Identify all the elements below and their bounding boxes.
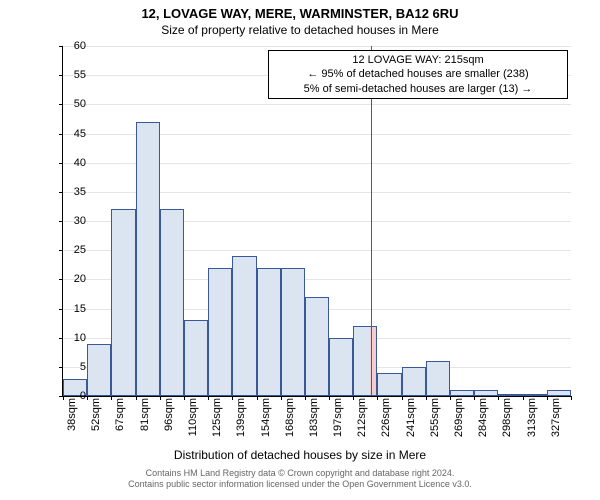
histogram-bar — [523, 394, 547, 396]
xtick-label: 139sqm — [235, 398, 247, 448]
histogram-bar — [402, 367, 426, 396]
xtick-mark — [184, 396, 185, 400]
xtick-mark — [208, 396, 209, 400]
xtick-mark — [160, 396, 161, 400]
footer: Contains HM Land Registry data © Crown c… — [0, 468, 600, 490]
ytick-label: 45 — [46, 128, 86, 140]
xtick-label: 269sqm — [453, 398, 465, 448]
ytick-label: 35 — [46, 186, 86, 198]
ytick-label: 5 — [46, 361, 86, 373]
histogram-bar — [184, 320, 208, 396]
ytick-label: 25 — [46, 244, 86, 256]
histogram-bar — [208, 268, 232, 396]
ytick-label: 50 — [46, 98, 86, 110]
ytick-label: 40 — [46, 157, 86, 169]
ytick-label: 20 — [46, 273, 86, 285]
histogram-bar — [450, 390, 474, 396]
anno-line-3: 5% of semi-detached houses are larger (1… — [273, 82, 563, 96]
histogram-bar — [281, 268, 305, 396]
xtick-mark — [426, 396, 427, 400]
xtick-label: 226sqm — [380, 398, 392, 448]
xtick-mark — [281, 396, 282, 400]
xtick-mark — [87, 396, 88, 400]
xtick-label: 67sqm — [114, 398, 126, 448]
xtick-label: 96sqm — [163, 398, 175, 448]
xtick-mark — [232, 396, 233, 400]
xtick-mark — [353, 396, 354, 400]
gridline — [63, 46, 571, 47]
ytick-label: 10 — [46, 332, 86, 344]
histogram-bar — [474, 390, 498, 396]
xtick-label: 125sqm — [211, 398, 223, 448]
xtick-label: 241sqm — [405, 398, 417, 448]
ytick-label: 30 — [46, 215, 86, 227]
xtick-mark — [377, 396, 378, 400]
ytick-label: 60 — [46, 40, 86, 52]
histogram-bar — [547, 390, 571, 396]
xtick-label: 298sqm — [501, 398, 513, 448]
page-subtitle: Size of property relative to detached ho… — [0, 23, 600, 41]
ytick-label: 15 — [46, 303, 86, 315]
anno-line-2: ← 95% of detached houses are smaller (23… — [273, 67, 563, 81]
xtick-mark — [111, 396, 112, 400]
histogram-bar — [87, 344, 111, 397]
gridline — [63, 104, 571, 105]
histogram-bar — [305, 297, 329, 396]
histogram-bar — [136, 122, 160, 396]
xtick-mark — [498, 396, 499, 400]
footer-line-2: Contains public sector information licen… — [0, 479, 600, 490]
histogram-bar — [257, 268, 281, 396]
xtick-mark — [523, 396, 524, 400]
histogram-bar — [160, 209, 184, 396]
xtick-label: 327sqm — [550, 398, 562, 448]
xtick-label: 38sqm — [66, 398, 78, 448]
xtick-label: 168sqm — [284, 398, 296, 448]
footer-line-1: Contains HM Land Registry data © Crown c… — [0, 468, 600, 479]
xtick-label: 212sqm — [356, 398, 368, 448]
xtick-label: 197sqm — [332, 398, 344, 448]
ytick-label: 55 — [46, 69, 86, 81]
histogram-bar — [232, 256, 256, 396]
x-axis-label: Distribution of detached houses by size … — [0, 448, 600, 462]
xtick-mark — [329, 396, 330, 400]
xtick-label: 81sqm — [139, 398, 151, 448]
xtick-label: 52sqm — [90, 398, 102, 448]
histogram-bar-highlight — [353, 326, 377, 396]
xtick-label: 313sqm — [526, 398, 538, 448]
xtick-mark — [257, 396, 258, 400]
histogram-bar — [111, 209, 135, 396]
xtick-mark — [450, 396, 451, 400]
histogram-bar — [329, 338, 353, 396]
xtick-label: 110sqm — [187, 398, 199, 448]
xtick-label: 255sqm — [429, 398, 441, 448]
xtick-mark — [547, 396, 548, 400]
page-title: 12, LOVAGE WAY, MERE, WARMINSTER, BA12 6… — [0, 0, 600, 23]
xtick-label: 154sqm — [260, 398, 272, 448]
xtick-label: 284sqm — [477, 398, 489, 448]
histogram-bar — [426, 361, 450, 396]
xtick-mark — [305, 396, 306, 400]
xtick-label: 183sqm — [308, 398, 320, 448]
annotation-box: 12 LOVAGE WAY: 215sqm ← 95% of detached … — [268, 50, 568, 99]
chart-container: 12, LOVAGE WAY, MERE, WARMINSTER, BA12 6… — [0, 0, 600, 500]
xtick-mark — [571, 396, 572, 400]
xtick-mark — [136, 396, 137, 400]
histogram-bar — [498, 394, 522, 396]
xtick-mark — [402, 396, 403, 400]
anno-line-1: 12 LOVAGE WAY: 215sqm — [273, 53, 563, 67]
histogram-bar — [377, 373, 401, 396]
xtick-mark — [474, 396, 475, 400]
